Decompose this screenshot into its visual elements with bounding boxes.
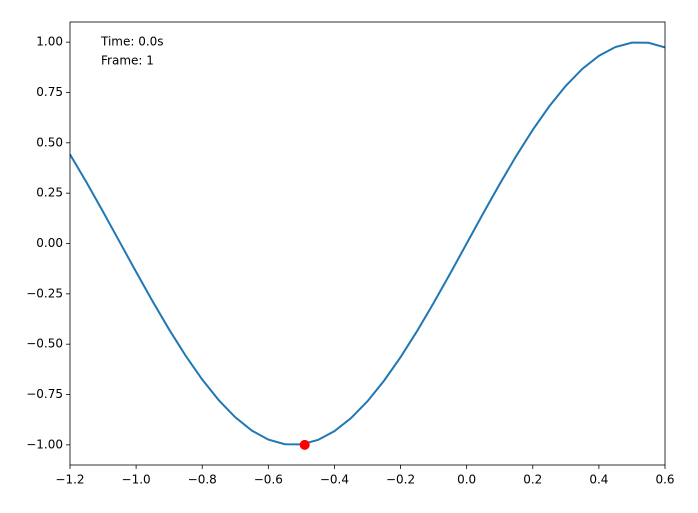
x-tick-label: 0.0 xyxy=(457,473,476,487)
time-annotation: Time: 0.0s xyxy=(100,35,164,49)
x-tick-label: −1.0 xyxy=(122,473,151,487)
y-tick-label: 0.75 xyxy=(36,85,63,99)
y-tick-label: −0.25 xyxy=(26,286,63,300)
x-tick-label: −0.6 xyxy=(254,473,283,487)
y-tick-label: 0.00 xyxy=(36,236,63,250)
y-tick-label: −0.75 xyxy=(26,387,63,401)
current-point xyxy=(299,439,310,450)
y-tick-label: −1.00 xyxy=(26,437,63,451)
y-tick-label: 1.00 xyxy=(36,35,63,49)
y-tick-label: 0.25 xyxy=(36,186,63,200)
x-tick-label: 0.4 xyxy=(589,473,608,487)
frame-annotation: Frame: 1 xyxy=(101,54,154,68)
curve xyxy=(70,41,665,446)
axes-frame xyxy=(69,21,666,466)
x-tick-label: 0.6 xyxy=(655,473,674,487)
x-tick-label: −0.8 xyxy=(188,473,217,487)
x-tick-label: 0.2 xyxy=(523,473,542,487)
y-tick-label: −0.50 xyxy=(26,337,63,351)
x-tick-label: −1.2 xyxy=(55,473,84,487)
x-tick-label: −0.2 xyxy=(386,473,415,487)
y-tick-label: 0.50 xyxy=(36,135,63,149)
x-tick-label: −0.4 xyxy=(320,473,349,487)
